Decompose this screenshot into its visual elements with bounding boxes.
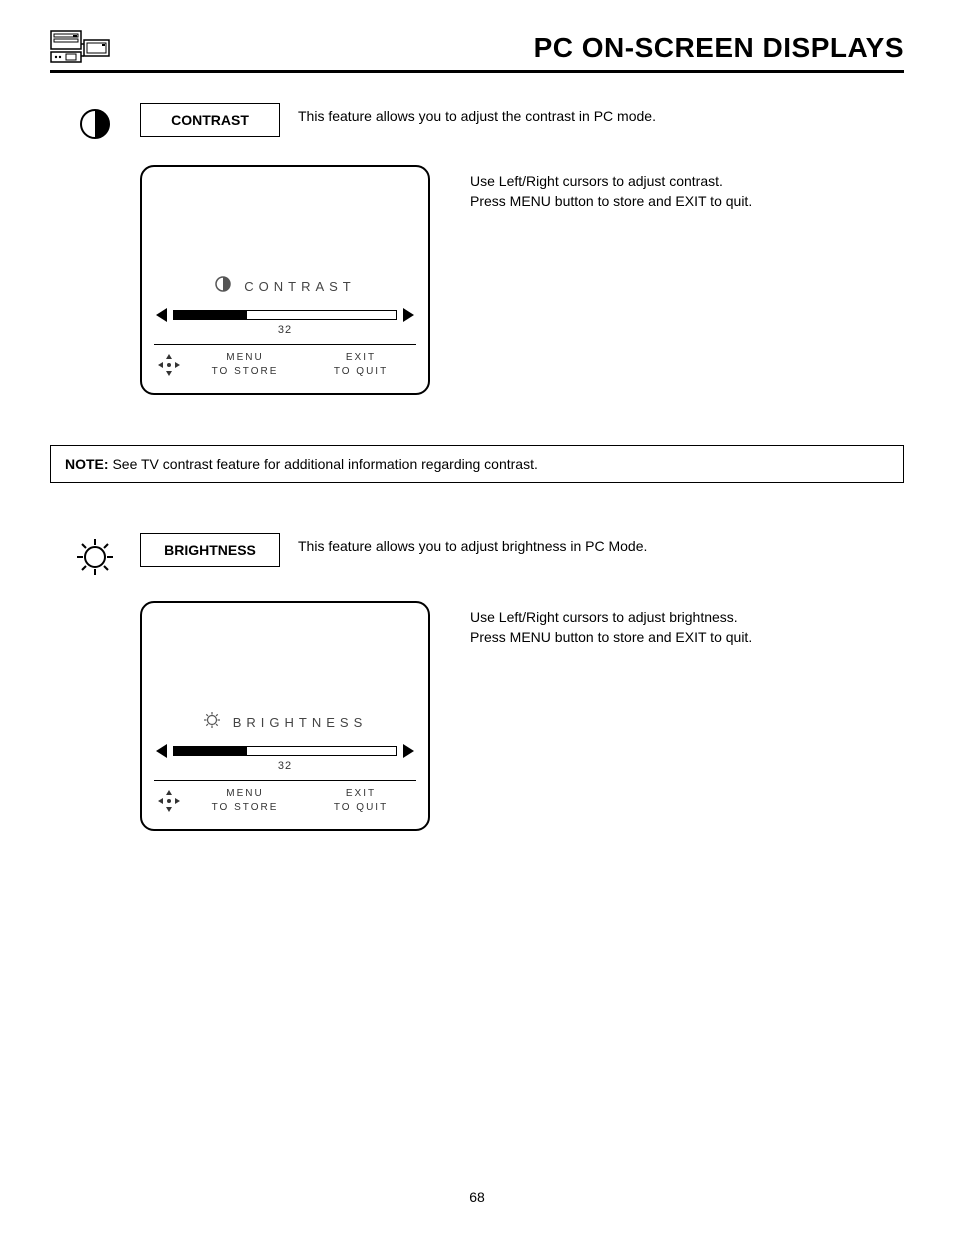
menu-button-label[interactable]: MENU TO STORE (192, 351, 298, 379)
section-brightness: BRIGHTNESS This feature allows you to ad… (50, 533, 904, 831)
osd-title-brightness: BRIGHTNESS (233, 715, 368, 730)
instructions-contrast: Use Left/Right cursors to adjust contras… (470, 165, 752, 212)
arrow-left-icon[interactable] (156, 308, 167, 322)
slider-track[interactable] (173, 746, 397, 756)
page-title: PC ON-SCREEN DISPLAYS (534, 32, 904, 64)
instructions-brightness: Use Left/Right cursors to adjust brightn… (470, 601, 752, 648)
osd-contrast-small-icon (214, 275, 232, 298)
slider-row-contrast[interactable] (142, 308, 428, 322)
slider-value-contrast: 32 (142, 324, 428, 336)
slider-value-brightness: 32 (142, 760, 428, 772)
brightness-icon (50, 533, 140, 577)
section-contrast: CONTRAST This feature allows you to adju… (50, 103, 904, 395)
desc-contrast: This feature allows you to adjust the co… (298, 103, 656, 127)
osd-brightness-small-icon (203, 711, 221, 734)
header-pc-icon (50, 30, 110, 64)
slider-fill (174, 747, 247, 755)
dpad-icon (156, 788, 182, 814)
label-box-brightness: BRIGHTNESS (140, 533, 280, 567)
arrow-right-icon[interactable] (403, 308, 414, 322)
arrow-left-icon[interactable] (156, 744, 167, 758)
exit-button-label[interactable]: EXIT TO QUIT (308, 351, 414, 379)
slider-fill (174, 311, 247, 319)
header-divider (50, 70, 904, 73)
dpad-icon (156, 352, 182, 378)
desc-brightness: This feature allows you to adjust bright… (298, 533, 647, 557)
note-text: See TV contrast feature for additional i… (109, 456, 538, 472)
slider-track[interactable] (173, 310, 397, 320)
menu-button-label[interactable]: MENU TO STORE (192, 787, 298, 815)
exit-button-label[interactable]: EXIT TO QUIT (308, 787, 414, 815)
slider-row-brightness[interactable] (142, 744, 428, 758)
note-label: NOTE: (65, 456, 109, 472)
osd-title-contrast: CONTRAST (244, 279, 356, 294)
page-number: 68 (0, 1189, 954, 1205)
osd-panel-contrast: CONTRAST 32 (140, 165, 430, 395)
osd-panel-brightness: BRIGHTNESS 32 (140, 601, 430, 831)
contrast-icon (50, 103, 140, 141)
arrow-right-icon[interactable] (403, 744, 414, 758)
note-box: NOTE: See TV contrast feature for additi… (50, 445, 904, 483)
label-box-contrast: CONTRAST (140, 103, 280, 137)
